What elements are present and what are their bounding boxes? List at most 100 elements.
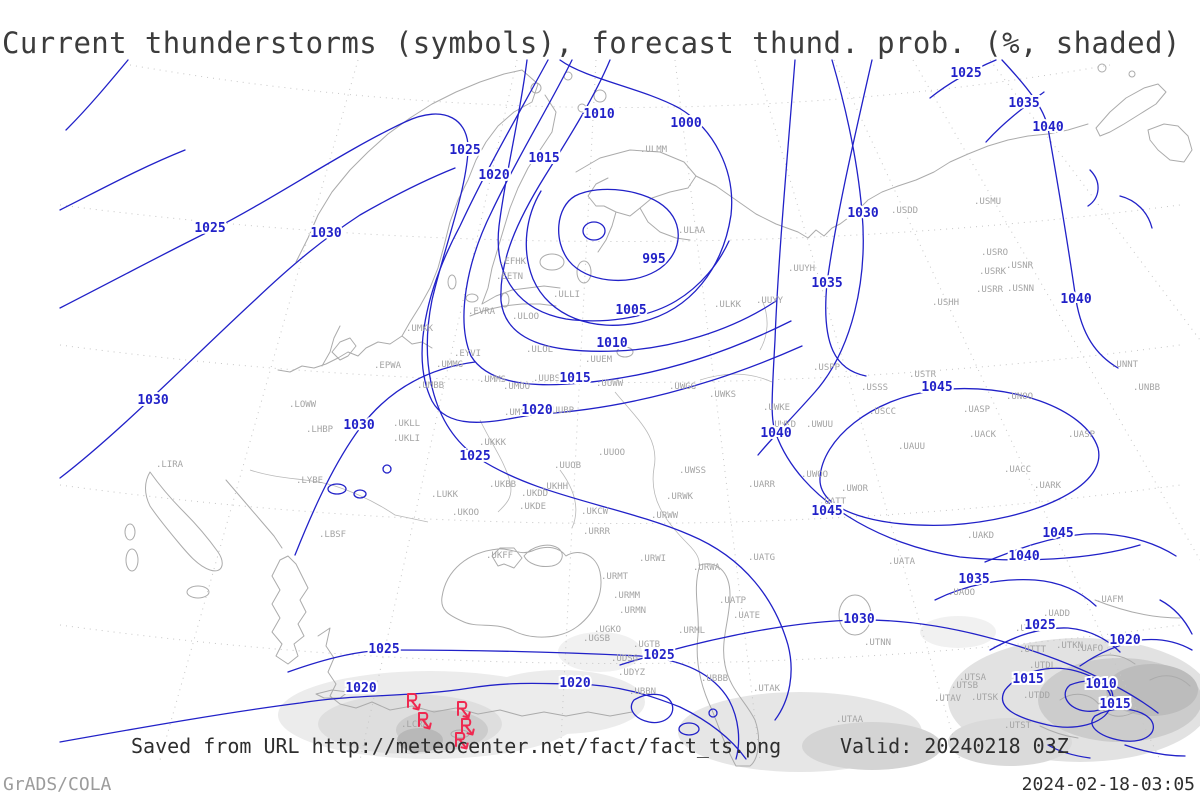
isobar-label: 1025 (643, 648, 674, 663)
isobar-label: 1015 (559, 371, 590, 386)
isobar-label: 1025 (449, 143, 480, 158)
station-code: .UWKE (763, 403, 790, 413)
station-code: .ULLI (553, 290, 580, 300)
station-code: .USTR (909, 370, 937, 380)
isobar-label: 1025 (1024, 618, 1055, 633)
footer-saved-from-url: Saved from URL http://meteocenter.net/fa… (131, 734, 782, 758)
isobar-label: 1010 (1085, 677, 1116, 692)
station-code: .USCC (869, 407, 896, 417)
isobar-label: 1040 (1008, 549, 1039, 564)
station-code: .UAFM (1096, 595, 1124, 605)
station-code: .UTAA (836, 715, 864, 725)
isobar-label: 1045 (811, 504, 842, 519)
isobar-label: 1045 (921, 380, 952, 395)
station-code: .UTSB (951, 681, 978, 691)
station-code: .ULMM (640, 145, 668, 155)
station-code: .UDYZ (618, 668, 646, 678)
station-code: .UWOO (801, 470, 828, 480)
isobar-label: 1030 (343, 418, 374, 433)
station-code: .UTAK (753, 684, 781, 694)
isobar-label: 1020 (559, 676, 590, 691)
station-code: .URWI (639, 554, 666, 564)
station-code: .UNBB (1133, 383, 1160, 393)
isobar-label: 1030 (310, 226, 341, 241)
isobar-label: 1015 (1012, 672, 1043, 687)
station-code: .UUYY (756, 296, 784, 306)
station-code: .UACC (1004, 465, 1031, 475)
isobar-label: 1005 (615, 303, 646, 318)
footer-valid-time: Valid: 20240218 03Z (840, 734, 1069, 758)
station-code: .USMU (974, 197, 1001, 207)
station-code: .UTST (1004, 721, 1032, 731)
station-code: .UATA (888, 557, 916, 567)
isobar-label: 1040 (1060, 292, 1091, 307)
station-code: .USRO (981, 248, 1008, 258)
station-code: .UATT (819, 497, 847, 507)
timestamp-stamp: 2024-02-18-03:05 (1021, 774, 1195, 795)
isobar-contours (59, 59, 1193, 760)
station-code: .ULOO (512, 312, 539, 322)
station-code: .URWK (666, 492, 694, 502)
station-code: .UKFF (486, 551, 513, 561)
station-code: .UACK (969, 430, 997, 440)
map-title: Current thunderstorms (symbols), forecas… (2, 26, 1181, 60)
station-code: .UATP (719, 596, 747, 606)
station-code: .UUWW (596, 379, 624, 389)
station-code: .UDSG (611, 654, 638, 664)
isobar-label: 1030 (137, 393, 168, 408)
station-code: .URRR (583, 527, 611, 537)
station-code: .LOWW (289, 400, 317, 410)
station-code: .UARK (1034, 481, 1062, 491)
station-code: .UNNT (1111, 360, 1139, 370)
probability-shading (278, 616, 1200, 772)
station-code: .UUBP (547, 406, 575, 416)
station-code: .UWSS (679, 466, 706, 476)
station-code: .UKCW (581, 507, 609, 517)
station-code: .EPWA (374, 361, 402, 371)
station-code: .URWA (693, 563, 721, 573)
station-code: .UMKK (406, 324, 434, 334)
station-code: .UAFO (1076, 644, 1103, 654)
station-code: .UADD (1043, 609, 1070, 619)
station-code: .UUOO (598, 448, 625, 458)
grads-cola-stamp: GrADS/COLA (3, 774, 112, 795)
isobar-label: 1035 (811, 276, 842, 291)
station-code: .UKOO (452, 508, 479, 518)
station-code: .UMGG (504, 408, 531, 418)
station-code: .UMMS (479, 375, 506, 385)
station-code: .UWKS (709, 390, 736, 400)
isobar-label: 1020 (478, 168, 509, 183)
station-code: .UATG (748, 553, 775, 563)
isobar-labels: 1010 1000 995 1025 1015 1020 1025 1030 1030 1005 1… (135, 64, 1142, 714)
station-code: .UASP (963, 405, 991, 415)
station-code: .URMM (613, 591, 641, 601)
station-code: .USRK (979, 267, 1007, 277)
station-code: .UATE (733, 611, 760, 621)
isobar-label: 1030 (843, 612, 874, 627)
station-codes: .ULMM .ULAA .UUYH .EFHK .EETN .ULLI .EVRA .ULOO… (156, 145, 1160, 731)
station-code: .LCRA (401, 720, 429, 730)
station-code: .UMBB (417, 381, 444, 391)
station-code: .EYVI (454, 349, 481, 359)
station-code: .UAOO (948, 588, 975, 598)
station-code: .UASP (1068, 430, 1096, 440)
station-code: .UGKO (594, 625, 621, 635)
station-code: .LUKK (431, 490, 459, 500)
station-code: .LYBE (296, 476, 323, 486)
station-code: .LBSF (319, 530, 346, 540)
station-code: .UTNN (864, 638, 891, 648)
station-code: .UKBB (489, 480, 516, 490)
isobar-label: 1010 (596, 336, 627, 351)
station-code: .UUBS (533, 374, 560, 384)
station-code: .UAII (1015, 624, 1042, 634)
isobar-label: 1025 (459, 449, 490, 464)
isobar-label: 1040 (1032, 120, 1063, 135)
station-code: .UWGG (669, 382, 696, 392)
station-code: .UKHH (541, 482, 568, 492)
station-code: .EETN (496, 272, 523, 282)
station-code: .USNN (1007, 284, 1034, 294)
station-code: .UARR (748, 480, 776, 490)
station-code: .UTAV (934, 694, 962, 704)
station-code: .UBBB (701, 674, 728, 684)
